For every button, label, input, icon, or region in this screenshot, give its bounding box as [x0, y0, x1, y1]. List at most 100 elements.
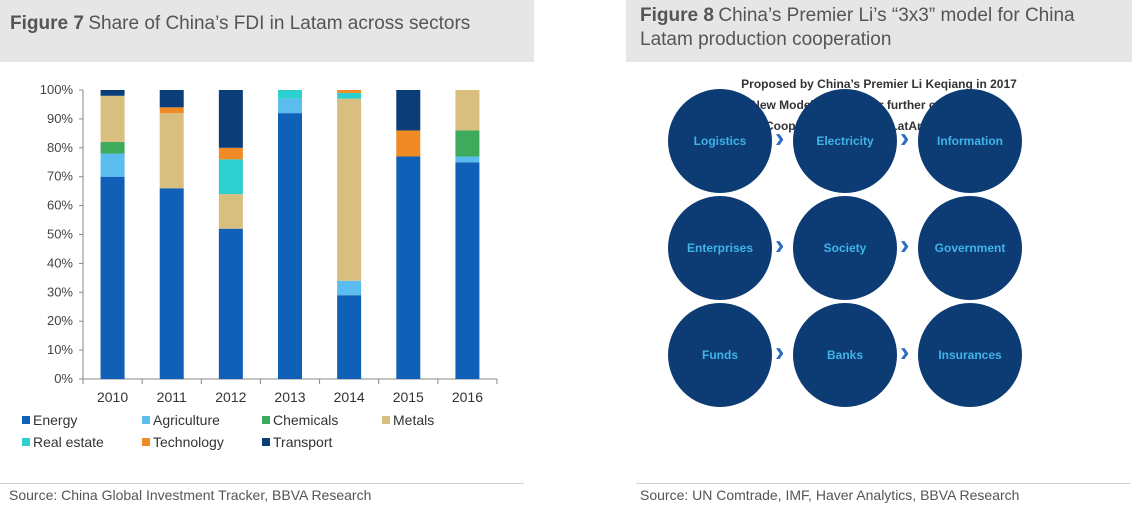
- bar-transport-2015: [396, 90, 421, 131]
- y-tick-label: 80%: [47, 140, 73, 155]
- bar-metals-2012: [218, 194, 243, 229]
- bar-agriculture-2016: [455, 156, 480, 163]
- legend-label: Chemicals: [273, 412, 338, 428]
- proposal-line-1: Proposed by China’s Premier Li Keqiang i…: [741, 77, 1017, 91]
- figure8-source: Source: UN Comtrade, IMF, Haver Analytic…: [640, 487, 1020, 503]
- bar-technology-2015: [396, 130, 421, 157]
- bar-agriculture-2010: [100, 153, 125, 177]
- bar-real-estate-2012: [218, 159, 243, 195]
- bar-real-estate-2013: [278, 90, 302, 99]
- model-circle-label: Insurances: [938, 348, 1002, 362]
- chevron-right-icon: ›: [900, 336, 910, 367]
- y-tick-label: 10%: [47, 342, 73, 357]
- bar-transport-2011: [159, 90, 184, 108]
- legend-swatch: [262, 416, 270, 424]
- legend-swatch: [22, 438, 30, 446]
- y-tick-label: 40%: [47, 255, 73, 270]
- chevron-right-icon: ›: [900, 229, 910, 260]
- bar-metals-2014: [337, 98, 362, 281]
- bar-technology-2014: [337, 90, 362, 93]
- bar-energy-2014: [337, 295, 362, 379]
- bar-agriculture-2013: [278, 98, 302, 114]
- y-tick-label: 0%: [54, 371, 73, 386]
- model-circle-information: Information: [918, 89, 1022, 193]
- legend-swatch: [382, 416, 390, 424]
- model-circle-label: Government: [934, 241, 1006, 255]
- legend-swatch: [22, 416, 30, 424]
- model-circle-society: Society: [793, 196, 897, 300]
- model-circle-label: Banks: [826, 348, 864, 362]
- model-circle-insurances: Insurances: [918, 303, 1022, 407]
- legend-swatch: [142, 416, 150, 424]
- y-tick-label: 50%: [47, 227, 73, 242]
- model-circle-label: Information: [937, 134, 1003, 148]
- y-tick-label: 60%: [47, 198, 73, 213]
- bar-energy-2015: [396, 156, 421, 379]
- bar-metals-2011: [159, 113, 184, 189]
- bar-chemicals-2016: [455, 130, 480, 157]
- figure7-panel: Figure 7 Share of China’s FDI in Latam a…: [0, 0, 534, 506]
- bar-energy-2016: [455, 162, 480, 379]
- legend-label: Agriculture: [153, 412, 220, 428]
- model-circle-label: Logistics: [693, 134, 747, 148]
- legend-label: Real estate: [33, 434, 104, 450]
- chevron-right-icon: ›: [775, 229, 785, 260]
- x-category-label: 2010: [97, 389, 128, 405]
- y-tick-label: 20%: [47, 313, 73, 328]
- legend-swatch: [262, 438, 270, 446]
- x-category-label: 2015: [393, 389, 424, 405]
- figure7-number: Figure 7: [10, 13, 84, 34]
- legend-label: Technology: [153, 434, 224, 450]
- legend-swatch: [142, 438, 150, 446]
- legend-label: Metals: [393, 412, 434, 428]
- model-circle-funds: Funds: [668, 303, 772, 407]
- figure7-source: Source: China Global Investment Tracker,…: [9, 487, 372, 503]
- model-circle-label: Society: [823, 241, 867, 255]
- chevron-right-icon: ›: [775, 336, 785, 367]
- model-circle-label: Electricity: [816, 134, 874, 148]
- figure8-header: Figure 8 China’s Premier Li’s “3x3” mode…: [626, 0, 1132, 62]
- figure8-panel: Figure 8 China’s Premier Li’s “3x3” mode…: [626, 0, 1132, 506]
- y-tick-label: 30%: [47, 284, 73, 299]
- bar-metals-2010: [100, 95, 125, 143]
- x-category-label: 2011: [157, 389, 187, 405]
- x-category-label: 2014: [334, 389, 365, 405]
- y-tick-label: 100%: [40, 82, 74, 97]
- figure8-title-line2: Latam production cooperation: [640, 29, 892, 50]
- figure8-source-divider: [636, 483, 1130, 484]
- x-category-label: 2013: [274, 389, 305, 405]
- bar-energy-2010: [100, 176, 125, 379]
- bar-energy-2011: [159, 188, 184, 379]
- model-circle-label: Enterprises: [686, 241, 754, 255]
- model-circle-logistics: Logistics: [668, 89, 772, 193]
- bar-energy-2012: [218, 228, 243, 379]
- figure8-title-line1: China’s Premier Li’s “3x3” model for Chi…: [718, 5, 1075, 26]
- figure8-number: Figure 8: [640, 5, 714, 26]
- chevron-right-icon: ›: [900, 122, 910, 153]
- y-tick-label: 70%: [47, 169, 73, 184]
- figure7-source-divider: [0, 483, 524, 484]
- bar-chemicals-2010: [100, 142, 125, 154]
- bar-agriculture-2014: [337, 280, 362, 296]
- model-circle-government: Government: [918, 196, 1022, 300]
- model-circle-enterprises: Enterprises: [668, 196, 772, 300]
- x-category-label: 2016: [452, 389, 483, 405]
- stacked-bar-chart: 0% 10% 20% 30% 40% 50% 60% 70% 80% 90% 100% 2010 201…: [22, 82, 498, 450]
- model-circle-label: Funds: [702, 348, 738, 362]
- bar-energy-2013: [278, 113, 302, 379]
- bar-transport-2010: [100, 90, 125, 96]
- model-circle-electricity: Electricity: [793, 89, 897, 193]
- chevron-right-icon: ›: [775, 122, 785, 153]
- model-circle-banks: Banks: [793, 303, 897, 407]
- x-category-label: 2012: [215, 389, 246, 405]
- figure7-header: Figure 7 Share of China’s FDI in Latam a…: [0, 0, 534, 62]
- bar-real-estate-2014: [337, 92, 362, 99]
- figure7-title: Share of China’s FDI in Latam across sec…: [88, 13, 471, 34]
- legend-label: Transport: [273, 434, 333, 450]
- legend-label: Energy: [33, 412, 77, 428]
- bar-transport-2012: [218, 90, 243, 148]
- bar-technology-2012: [218, 147, 243, 160]
- y-tick-label: 90%: [47, 111, 73, 126]
- bar-technology-2011: [159, 107, 184, 114]
- bar-metals-2016: [455, 90, 480, 131]
